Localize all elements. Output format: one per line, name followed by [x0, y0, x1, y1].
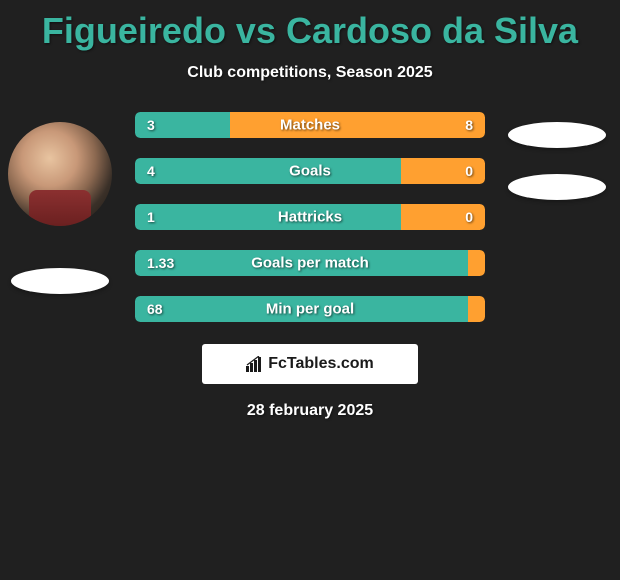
- chart-icon: [246, 356, 262, 372]
- stat-label: Goals per match: [251, 255, 369, 272]
- bar-fill-left: [135, 158, 401, 184]
- stat-left-value: 1.33: [147, 255, 174, 271]
- player-left-name-oval: [11, 268, 109, 294]
- bar-fill-right: [468, 250, 486, 276]
- logo-text: FcTables.com: [268, 355, 374, 373]
- stat-left-value: 1: [147, 209, 155, 225]
- bar-fill-right: [468, 296, 486, 322]
- bar-fill-right: [230, 112, 486, 138]
- stat-label: Matches: [280, 117, 340, 134]
- player-left-avatar: [8, 122, 112, 226]
- stat-left-value: 4: [147, 163, 155, 179]
- stats-bars: 3 Matches 8 4 Goals 0 1 Hattricks 0 1.33…: [135, 112, 485, 322]
- stat-left-value: 68: [147, 301, 163, 317]
- logo-box[interactable]: FcTables.com: [202, 344, 418, 384]
- page-title: Figueiredo vs Cardoso da Silva: [0, 0, 620, 52]
- date-text: 28 february 2025: [0, 402, 620, 420]
- player-right-avatar-oval: [508, 122, 606, 148]
- stat-right-value: 0: [465, 163, 473, 179]
- comparison-content: 3 Matches 8 4 Goals 0 1 Hattricks 0 1.33…: [0, 112, 620, 420]
- stat-label: Hattricks: [278, 209, 342, 226]
- stat-bar-goals-per-match: 1.33 Goals per match: [135, 250, 485, 276]
- stat-bar-goals: 4 Goals 0: [135, 158, 485, 184]
- stat-left-value: 3: [147, 117, 155, 133]
- stat-right-value: 8: [465, 117, 473, 133]
- stat-right-value: 0: [465, 209, 473, 225]
- stat-label: Goals: [289, 163, 331, 180]
- stat-label: Min per goal: [266, 301, 354, 318]
- stat-bar-hattricks: 1 Hattricks 0: [135, 204, 485, 230]
- player-right-name-oval: [508, 174, 606, 200]
- page-subtitle: Club competitions, Season 2025: [0, 64, 620, 82]
- player-left-panel: [8, 122, 112, 294]
- bar-fill-left: [135, 204, 401, 230]
- player-right-panel: [502, 122, 612, 200]
- stat-bar-matches: 3 Matches 8: [135, 112, 485, 138]
- stat-bar-min-per-goal: 68 Min per goal: [135, 296, 485, 322]
